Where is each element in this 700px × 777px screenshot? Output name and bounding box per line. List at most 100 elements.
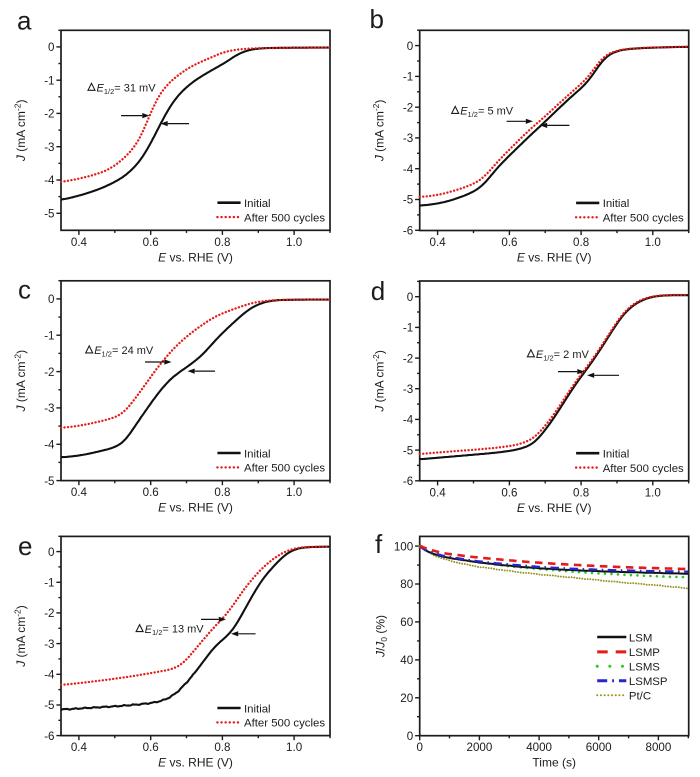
svg-text:J/J0 (%): J/J0 (%) — [374, 615, 390, 658]
svg-text:J (mA cm-2): J (mA cm-2) — [371, 350, 387, 413]
svg-text:1.0: 1.0 — [286, 236, 302, 249]
svg-text:LSM: LSM — [629, 632, 652, 644]
svg-text:0: 0 — [48, 293, 54, 306]
svg-text:After 500 cycles: After 500 cycles — [603, 463, 684, 475]
svg-text:0: 0 — [407, 730, 413, 743]
svg-text:J (mA cm-2): J (mA cm-2) — [371, 100, 387, 163]
svg-text:After 500 cycles: After 500 cycles — [603, 213, 684, 225]
svg-text:0.8: 0.8 — [573, 236, 589, 249]
svg-text:0.8: 0.8 — [214, 236, 230, 249]
svg-text:-5: -5 — [44, 699, 54, 712]
svg-text:Time (s): Time (s) — [532, 756, 576, 770]
svg-text:0.4: 0.4 — [430, 236, 447, 249]
svg-text:-1: -1 — [44, 329, 54, 342]
svg-text:d: d — [371, 276, 385, 306]
svg-text:-4: -4 — [44, 174, 55, 187]
svg-text:-1: -1 — [44, 577, 54, 590]
svg-text:-4: -4 — [44, 669, 55, 682]
svg-text:-1: -1 — [44, 74, 54, 87]
svg-text:After 500 cycles: After 500 cycles — [244, 718, 325, 730]
svg-text:0: 0 — [407, 40, 413, 53]
svg-text:-5: -5 — [403, 444, 413, 457]
svg-text:b: b — [370, 4, 384, 34]
svg-text:-4: -4 — [403, 414, 414, 427]
svg-text:20: 20 — [400, 692, 413, 705]
svg-text:E1/2= 31 mV: E1/2= 31 mV — [97, 82, 157, 96]
svg-text:E1/2= 13 mV: E1/2= 13 mV — [145, 624, 205, 638]
svg-text:-2: -2 — [403, 352, 413, 365]
svg-text:0.6: 0.6 — [143, 486, 159, 499]
svg-text:E vs. RHE (V): E vs. RHE (V) — [158, 501, 233, 515]
svg-text:1.0: 1.0 — [645, 486, 661, 499]
svg-text:0: 0 — [48, 41, 54, 54]
svg-text:6000: 6000 — [586, 741, 612, 754]
svg-text:-4: -4 — [44, 439, 55, 452]
svg-text:LSMS: LSMS — [629, 662, 660, 674]
svg-text:0: 0 — [407, 291, 413, 304]
svg-text:Initial: Initial — [603, 449, 630, 461]
svg-text:E vs. RHE (V): E vs. RHE (V) — [158, 756, 233, 770]
svg-text:4000: 4000 — [526, 741, 552, 754]
svg-text:40: 40 — [400, 654, 413, 667]
svg-text:Pt/C: Pt/C — [629, 691, 651, 703]
svg-text:a: a — [17, 6, 32, 36]
svg-text:f: f — [375, 529, 383, 559]
svg-text:0: 0 — [416, 741, 422, 754]
svg-text:J (mA cm-2): J (mA cm-2) — [13, 350, 29, 413]
svg-text:0.8: 0.8 — [573, 486, 589, 499]
svg-text:0.4: 0.4 — [430, 486, 447, 499]
svg-text:After 500 cycles: After 500 cycles — [244, 212, 325, 224]
svg-text:-2: -2 — [44, 366, 54, 379]
svg-text:E1/2= 5 mV: E1/2= 5 mV — [460, 105, 514, 119]
svg-text:E vs. RHE (V): E vs. RHE (V) — [517, 251, 592, 265]
svg-text:1.0: 1.0 — [286, 741, 302, 754]
svg-text:E1/2= 2 mV: E1/2= 2 mV — [536, 349, 590, 363]
svg-text:-1: -1 — [403, 322, 413, 335]
svg-text:LSMP: LSMP — [629, 647, 660, 659]
svg-text:c: c — [18, 274, 31, 304]
svg-text:Initial: Initial — [244, 703, 271, 715]
svg-text:8000: 8000 — [646, 741, 672, 754]
svg-text:-5: -5 — [403, 194, 413, 207]
svg-text:-3: -3 — [44, 141, 54, 154]
svg-text:J (mA cm-2): J (mA cm-2) — [13, 100, 29, 163]
svg-text:0.4: 0.4 — [71, 236, 88, 249]
svg-text:After 500 cycles: After 500 cycles — [244, 463, 325, 475]
svg-text:0.4: 0.4 — [71, 741, 88, 754]
svg-text:1.0: 1.0 — [286, 486, 302, 499]
svg-text:0: 0 — [48, 546, 54, 559]
svg-text:60: 60 — [400, 616, 413, 629]
svg-text:E vs. RHE (V): E vs. RHE (V) — [158, 250, 233, 264]
svg-text:-3: -3 — [403, 383, 413, 396]
svg-text:0.8: 0.8 — [214, 486, 230, 499]
svg-text:0.6: 0.6 — [501, 486, 517, 499]
svg-text:E1/2= 24 mV: E1/2= 24 mV — [94, 345, 154, 359]
svg-text:-2: -2 — [403, 101, 413, 114]
svg-text:-5: -5 — [44, 475, 54, 488]
svg-text:0.6: 0.6 — [143, 236, 159, 249]
svg-text:-6: -6 — [403, 225, 413, 238]
svg-text:0.4: 0.4 — [71, 486, 88, 499]
svg-text:e: e — [18, 531, 32, 561]
svg-text:0.6: 0.6 — [143, 741, 159, 754]
svg-text:LSMSP: LSMSP — [629, 676, 668, 688]
svg-text:2000: 2000 — [467, 741, 493, 754]
svg-text:-3: -3 — [403, 132, 413, 145]
svg-text:-1: -1 — [403, 71, 413, 84]
svg-text:0.8: 0.8 — [214, 741, 230, 754]
svg-text:J (mA cm-2): J (mA cm-2) — [13, 605, 29, 668]
svg-text:-2: -2 — [44, 108, 54, 121]
svg-text:Initial: Initial — [603, 198, 630, 210]
svg-text:1.0: 1.0 — [645, 236, 661, 249]
svg-text:-5: -5 — [44, 208, 54, 221]
svg-text:-6: -6 — [403, 475, 413, 488]
svg-text:-2: -2 — [44, 607, 54, 620]
svg-text:E vs. RHE (V): E vs. RHE (V) — [517, 501, 592, 515]
svg-text:-3: -3 — [44, 638, 54, 651]
svg-text:-6: -6 — [44, 730, 54, 743]
svg-text:100: 100 — [394, 540, 413, 553]
svg-text:0.6: 0.6 — [501, 236, 517, 249]
svg-text:Initial: Initial — [244, 198, 271, 210]
svg-text:80: 80 — [400, 578, 413, 591]
svg-text:-4: -4 — [403, 163, 414, 176]
